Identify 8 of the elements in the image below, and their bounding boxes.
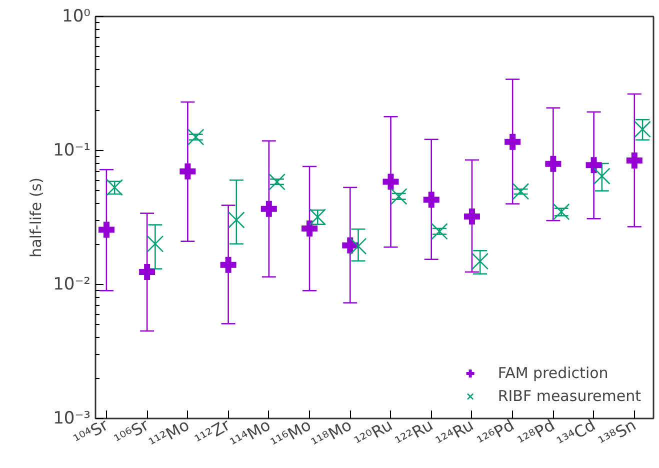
legend-label: RIBF measurement [498, 387, 641, 405]
x-tick-label: ¹²⁶Pd [474, 415, 518, 452]
legend-label: FAM prediction [498, 364, 608, 382]
y-axis-title: half-life (s) [27, 178, 46, 258]
y-tick-label: 10⁰ [62, 6, 91, 26]
y-tick-label: 10⁻¹ [53, 140, 90, 160]
y-tick-label: 10⁻² [53, 274, 90, 294]
x-tick-label: ¹¹²Mo [146, 415, 192, 454]
